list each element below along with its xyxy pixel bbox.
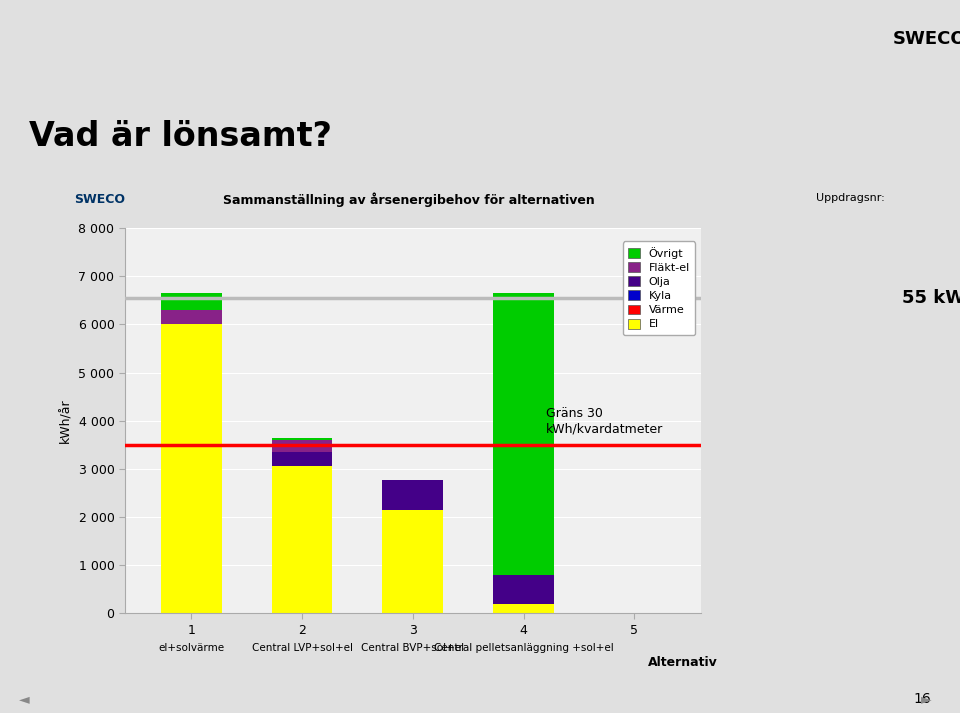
Text: Alternativ: Alternativ (648, 657, 717, 670)
Bar (160, 293, 222, 310)
Bar (160, 324, 222, 613)
Text: Vad är lönsamt?: Vad är lönsamt? (29, 120, 331, 153)
Text: Uppdragsnr:: Uppdragsnr: (816, 193, 884, 202)
Text: el+solvärme: el+solvärme (158, 643, 225, 653)
Bar (272, 438, 332, 440)
Text: ►: ► (921, 692, 931, 706)
Bar (382, 480, 444, 510)
Bar (272, 440, 332, 452)
Text: Central BVP+sol+el: Central BVP+sol+el (361, 643, 465, 653)
Bar (493, 575, 554, 603)
Text: Central LVP+sol+el: Central LVP+sol+el (252, 643, 352, 653)
Bar (272, 466, 332, 613)
Text: 16: 16 (914, 692, 931, 706)
Y-axis label: kWh/år: kWh/år (60, 399, 73, 443)
Text: SWECO: SWECO (74, 193, 125, 205)
Bar (493, 293, 554, 575)
Text: 55 kWh/m2: 55 kWh/m2 (902, 289, 960, 307)
Text: Gräns 30
kWh/kvardatmeter: Gräns 30 kWh/kvardatmeter (545, 407, 663, 435)
Bar (160, 310, 222, 324)
Text: Sammanställning av årsenergibehov för alternativen: Sammanställning av årsenergibehov för al… (224, 193, 595, 207)
Bar (493, 603, 554, 613)
Bar (382, 510, 444, 613)
Text: Central pelletsanläggning +sol+el: Central pelletsanläggning +sol+el (434, 643, 613, 653)
Legend: Övrigt, Fläkt-el, Olja, Kyla, Värme, El: Övrigt, Fläkt-el, Olja, Kyla, Värme, El (623, 242, 695, 335)
Text: ◄: ◄ (19, 692, 30, 706)
Text: SWECO: SWECO (893, 29, 960, 48)
Bar (272, 452, 332, 466)
